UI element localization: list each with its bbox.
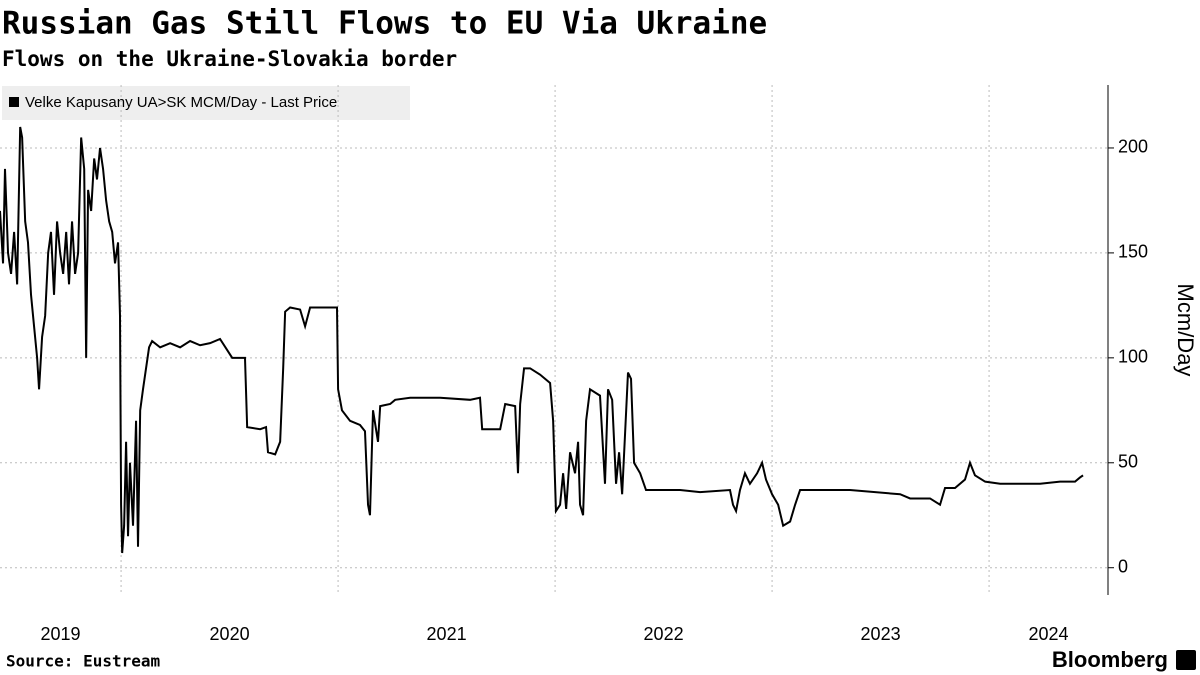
x-tick-label: 2021 [427,624,467,644]
y-tick-label: 50 [1118,452,1138,472]
chart-subtitle: Flows on the Ukraine-Slovakia border [2,47,457,71]
source: Source: Eustream [6,652,160,671]
x-tick-label: 2019 [41,624,81,644]
y-tick-label: 0 [1118,556,1128,576]
brand: Bloomberg [1052,647,1168,672]
y-tick-label: 100 [1118,347,1148,367]
series-line [0,126,1084,554]
brand-icon [1176,650,1196,670]
legend-box [2,86,410,120]
x-tick-label: 2022 [644,624,684,644]
y-tick-label: 200 [1118,137,1148,157]
x-tick-label: 2024 [1029,624,1069,644]
legend-swatch [9,97,19,107]
chart-title: Russian Gas Still Flows to EU Via Ukrain… [2,6,767,42]
y-axis-label: Mcm/Day [1173,284,1198,377]
x-tick-label: 2020 [210,624,250,644]
legend-label: Velke Kapusany UA>SK MCM/Day - Last Pric… [25,94,337,111]
y-tick-label: 150 [1118,242,1148,262]
x-tick-label: 2023 [861,624,901,644]
